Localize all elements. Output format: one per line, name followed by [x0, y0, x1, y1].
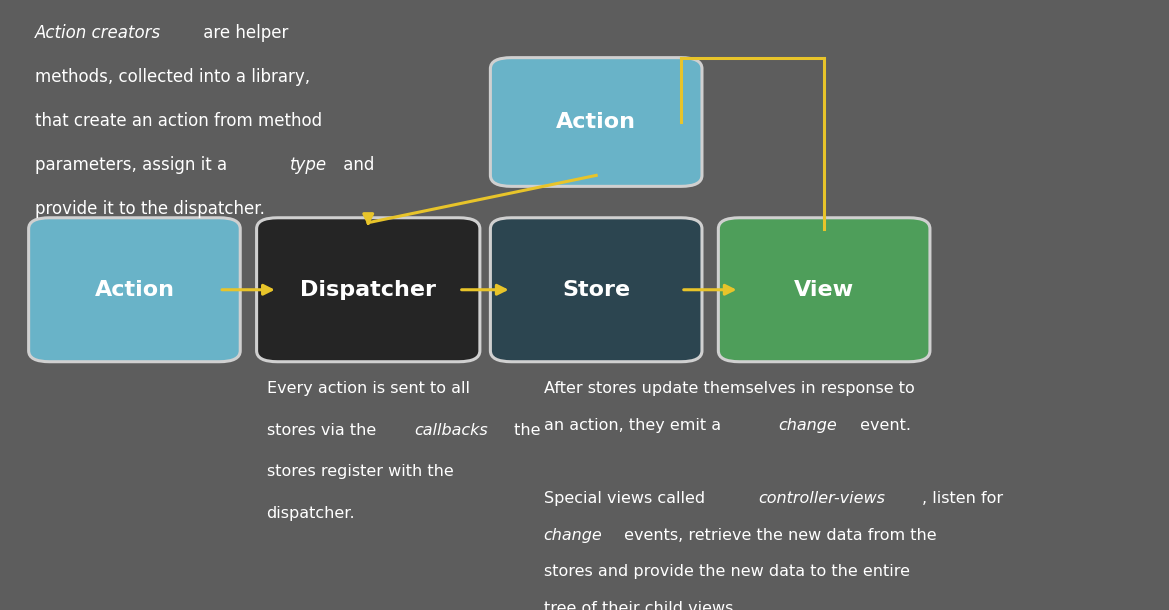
Text: After stores update themselves in response to: After stores update themselves in respon… — [544, 381, 914, 396]
FancyBboxPatch shape — [718, 218, 929, 362]
Text: Action: Action — [95, 280, 174, 300]
Text: are helper: are helper — [198, 24, 289, 43]
Text: change: change — [544, 528, 602, 543]
Text: tree of their child views.: tree of their child views. — [544, 601, 738, 610]
Text: Action: Action — [556, 112, 636, 132]
Text: controller-views: controller-views — [759, 491, 885, 506]
Text: dispatcher.: dispatcher. — [267, 506, 355, 521]
Text: and: and — [338, 156, 374, 174]
FancyBboxPatch shape — [257, 218, 479, 362]
Text: View: View — [794, 280, 855, 300]
Text: an action, they emit a: an action, they emit a — [544, 418, 726, 433]
Text: that create an action from method: that create an action from method — [35, 112, 323, 131]
Text: Store: Store — [562, 280, 630, 300]
Text: provide it to the dispatcher.: provide it to the dispatcher. — [35, 200, 265, 218]
FancyBboxPatch shape — [490, 218, 701, 362]
Text: stores register with the: stores register with the — [267, 464, 454, 479]
Text: the: the — [510, 423, 541, 438]
Text: stores via the: stores via the — [267, 423, 381, 438]
Text: parameters, assign it a: parameters, assign it a — [35, 156, 233, 174]
Text: Every action is sent to all: Every action is sent to all — [267, 381, 470, 396]
Text: type: type — [290, 156, 327, 174]
Text: change: change — [779, 418, 837, 433]
Text: Special views called: Special views called — [544, 491, 710, 506]
FancyBboxPatch shape — [29, 218, 241, 362]
FancyBboxPatch shape — [490, 57, 701, 187]
Text: , listen for: , listen for — [922, 491, 1003, 506]
Text: callbacks: callbacks — [414, 423, 487, 438]
Text: stores and provide the new data to the entire: stores and provide the new data to the e… — [544, 564, 909, 580]
Text: Dispatcher: Dispatcher — [300, 280, 436, 300]
Text: event.: event. — [855, 418, 911, 433]
Text: Action creators: Action creators — [35, 24, 161, 43]
Text: events, retrieve the new data from the: events, retrieve the new data from the — [620, 528, 938, 543]
Text: methods, collected into a library,: methods, collected into a library, — [35, 68, 310, 87]
